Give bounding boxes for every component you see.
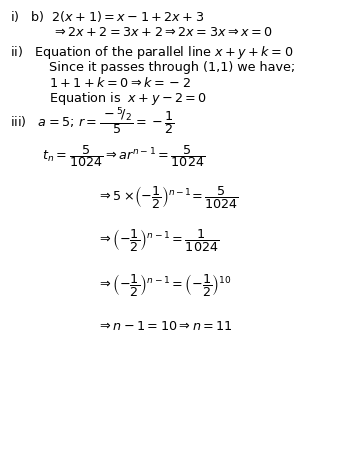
Text: $1+1+k = 0 \Rightarrow k = -2$: $1+1+k = 0 \Rightarrow k = -2$: [49, 76, 190, 90]
Text: Equation is  $x + y - 2 = 0$: Equation is $x + y - 2 = 0$: [49, 90, 207, 107]
Text: $\Rightarrow 2x+2 = 3x+2 \Rightarrow 2x = 3x \Rightarrow x = 0$: $\Rightarrow 2x+2 = 3x+2 \Rightarrow 2x …: [52, 26, 273, 39]
Text: Since it passes through (1,1) we have;: Since it passes through (1,1) we have;: [49, 61, 295, 74]
Text: $\Rightarrow\left(-\dfrac{1}{2}\right)^{n-1} = \left(-\dfrac{1}{2}\right)^{10}$: $\Rightarrow\left(-\dfrac{1}{2}\right)^{…: [97, 272, 232, 298]
Text: $\Rightarrow 5\times\!\left(-\dfrac{1}{2}\right)^{n-1}\! = \dfrac{5}{1024}$: $\Rightarrow 5\times\!\left(-\dfrac{1}{2…: [97, 184, 239, 211]
Text: iii)   $a = 5;\,r = \dfrac{\,-{^5\!/}_2}{\;5} = -\dfrac{1}{2}$: iii) $a = 5;\,r = \dfrac{\,-{^5\!/}_2}{\…: [10, 105, 175, 137]
Text: $\Rightarrow\left(-\dfrac{1}{2}\right)^{n-1} = \dfrac{1}{1024}$: $\Rightarrow\left(-\dfrac{1}{2}\right)^{…: [97, 227, 220, 253]
Text: i)   b)  $2(x+1) = x-1+2x+3$: i) b) $2(x+1) = x-1+2x+3$: [10, 9, 205, 24]
Text: $\Rightarrow n-1 = 10 \Rightarrow n = 11$: $\Rightarrow n-1 = 10 \Rightarrow n = 11…: [97, 320, 233, 333]
Text: ii)   Equation of the parallel line $x + y + k = 0$: ii) Equation of the parallel line $x + y…: [10, 44, 294, 61]
Text: $t_n = \dfrac{5}{1024} \Rightarrow ar^{n-1} = \dfrac{5}{1024}$: $t_n = \dfrac{5}{1024} \Rightarrow ar^{n…: [10, 143, 206, 169]
